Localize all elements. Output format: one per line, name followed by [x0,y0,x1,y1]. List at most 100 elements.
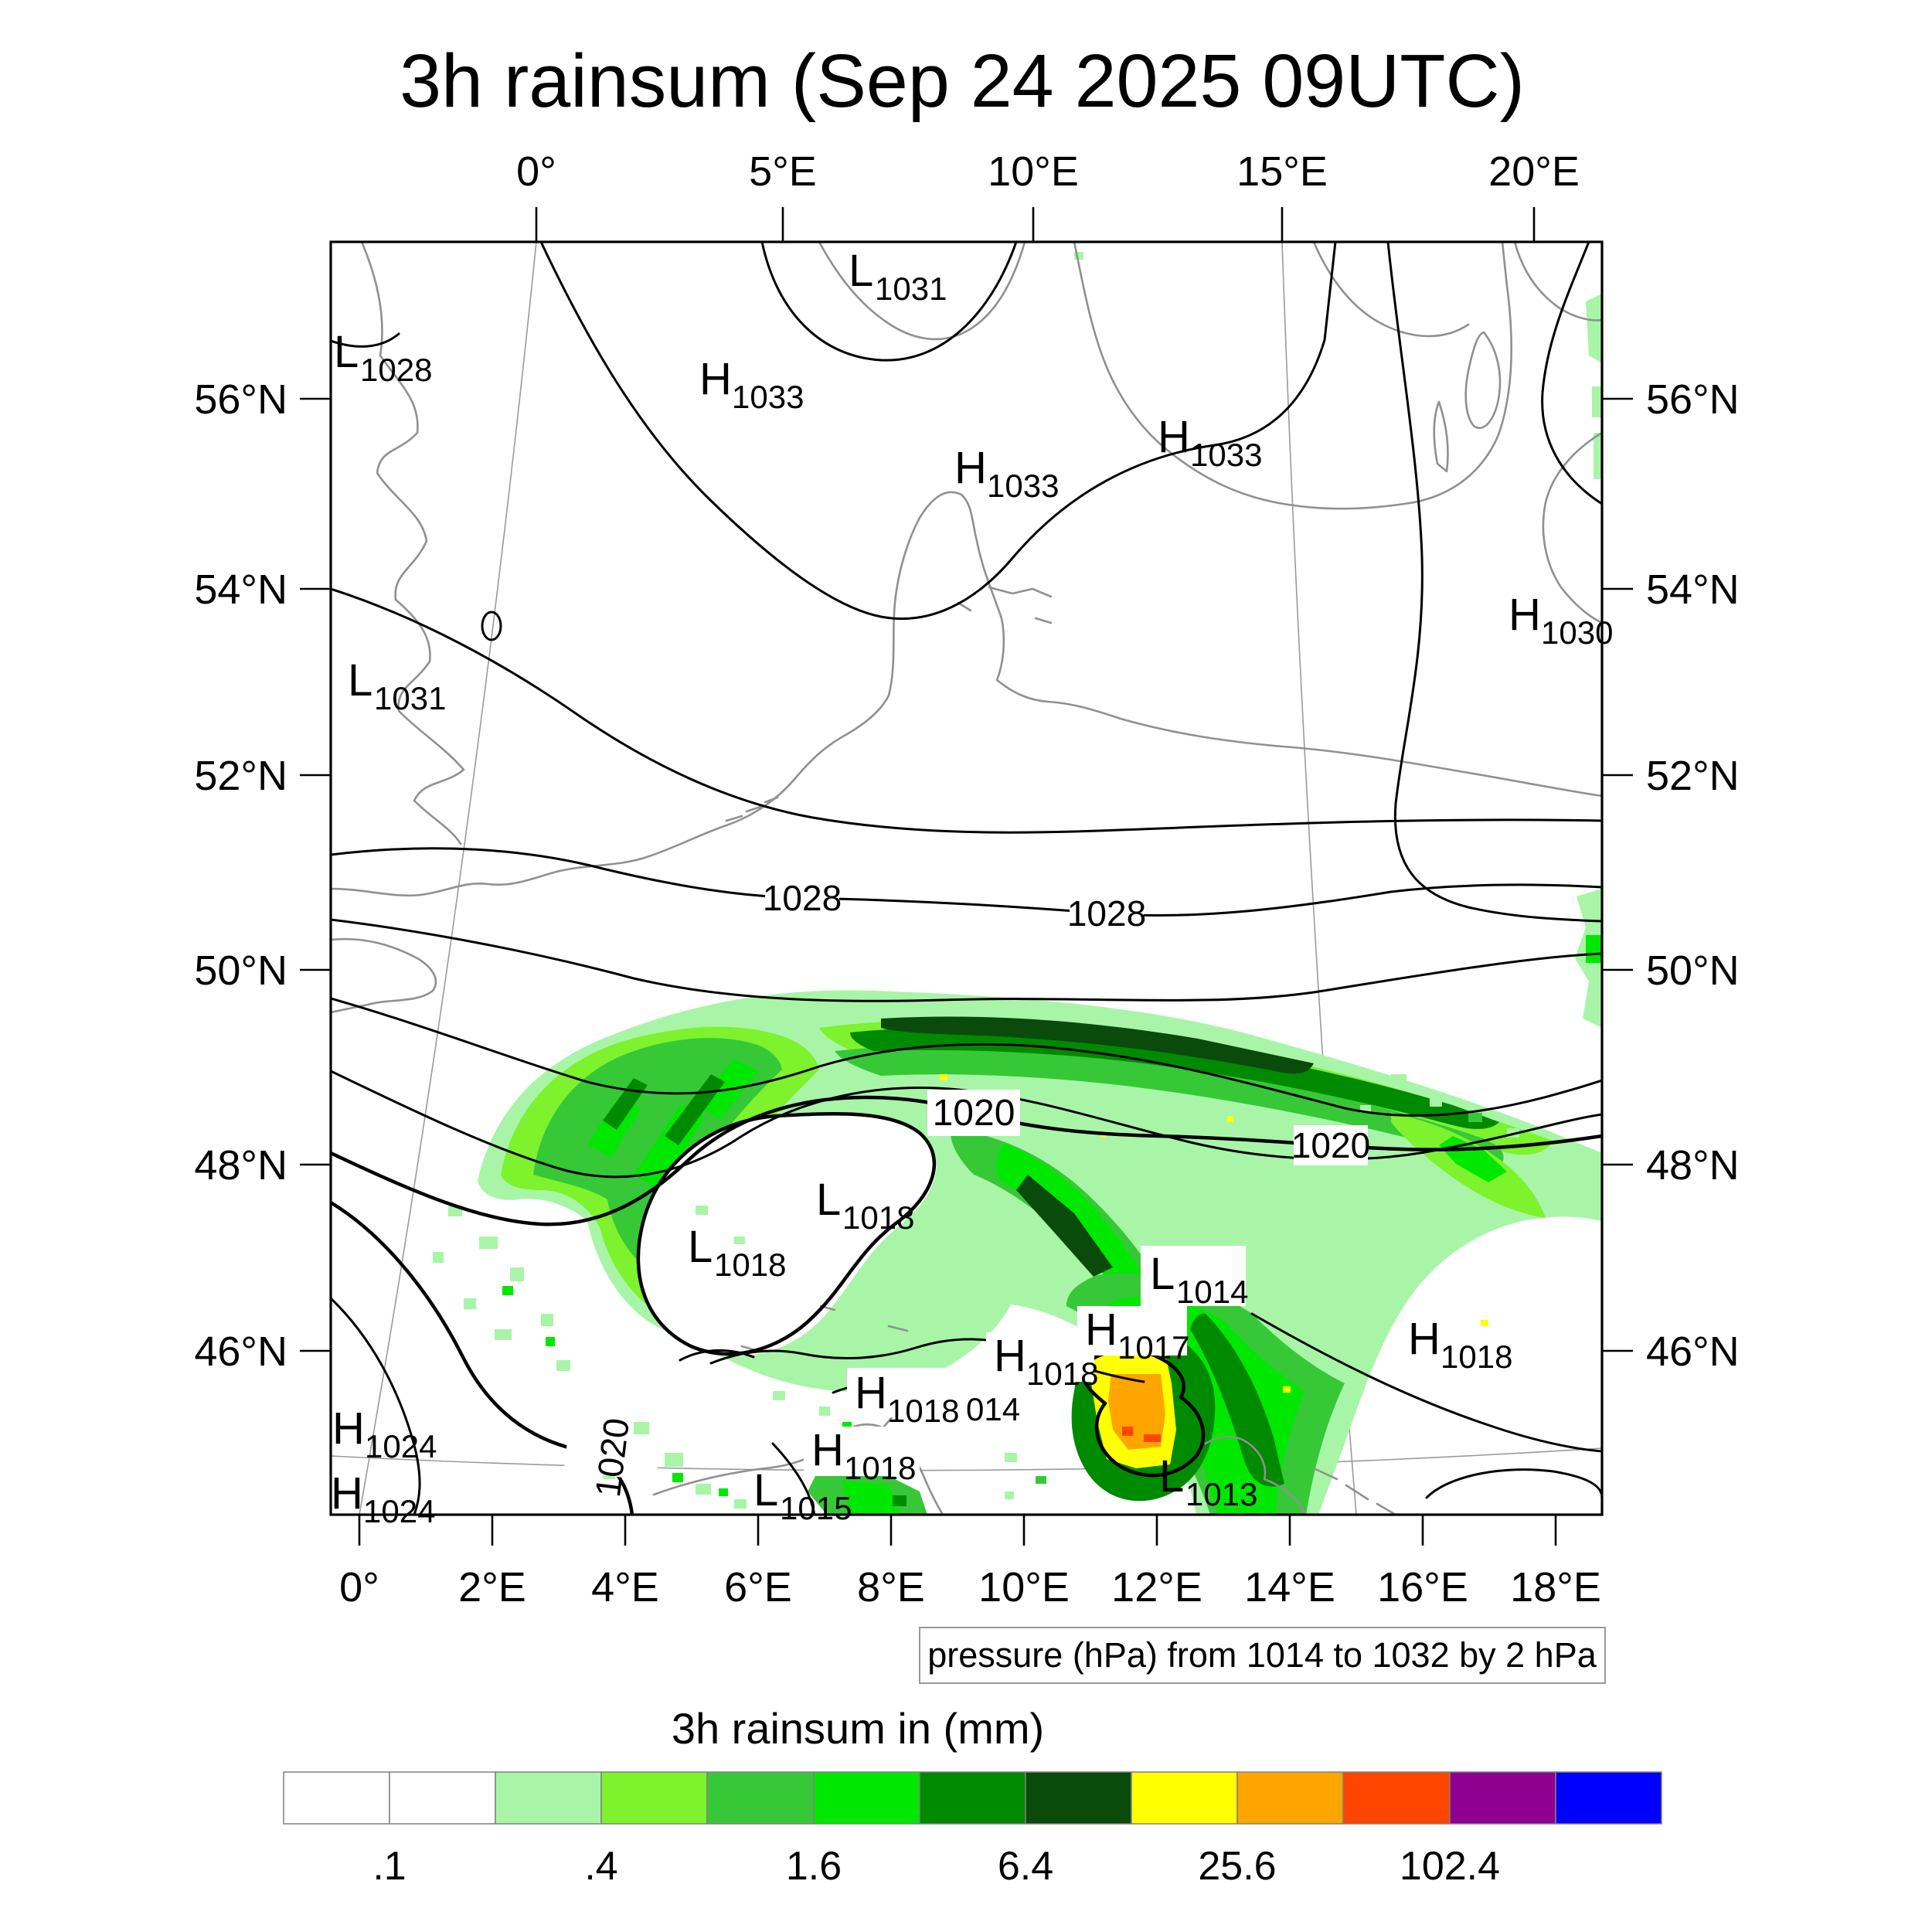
pressure-center-labels: L 1028 H 1033 L 1031 L 1031 H 1033 H 103… [331,246,1613,1529]
pressure-label-value: 1015 [780,1490,852,1526]
pressure-label-letter: H [332,1403,365,1454]
pressure-label-value: 1033 [987,468,1059,504]
pressure-label-letter: L [849,246,873,296]
pressure-label-letter: H [954,443,987,493]
top-axis-label: 20°E [1488,148,1580,195]
right-axis-label: 52°N [1646,753,1740,799]
colorbar-cell [706,1771,815,1825]
label-boxes [563,878,1368,1482]
left-axis-label: 52°N [194,753,287,799]
pressure-label-value: 1018 [1440,1338,1512,1375]
colorbar-cell [495,1771,602,1825]
pressure-label-value: 1018 [1026,1355,1098,1392]
pressure-label-value: 1017 [1117,1329,1189,1366]
pressure-label-letter: H [331,1468,363,1519]
pressure-label-letter: H [1408,1314,1440,1364]
bottom-axis-label: 8°E [857,1564,925,1611]
coastlines [331,242,1602,1515]
colorbar-title: 3h rainsum in (mm) [672,1704,1044,1753]
pressure-label-value: 1028 [360,352,432,388]
contour-label-1028: 1028 [763,878,842,918]
colorbar-tick-label: .1 [372,1844,406,1889]
pressure-label-letter: L [753,1465,778,1515]
right-axis-label: 56°N [1646,376,1740,423]
bottom-axis-label: 2°E [458,1564,526,1611]
colorbar-tick-label: 6.4 [998,1844,1053,1889]
pressure-label-letter: L [688,1222,713,1272]
contour-label-1020-rotated: 1020 [587,1416,637,1499]
pressure-label-letter: L [348,655,372,706]
pressure-label-value: 1031 [875,270,947,307]
colorbar-cell [600,1771,708,1825]
colorbar-cell [1025,1771,1132,1825]
colorbar-cell [919,1771,1026,1825]
colorbar-cell [283,1771,390,1825]
pressure-label-letter: H [855,1368,887,1418]
pressure-legend-text: pressure (hPa) from 1014 to 1032 by 2 hP… [927,1635,1597,1675]
top-axis-label: 0° [516,148,556,195]
contour-label-1020: 1020 [1291,1125,1370,1165]
pressure-label-letter: H [699,354,732,404]
left-axis-label: 48°N [194,1142,287,1189]
colorbar-cell [1131,1771,1238,1825]
colorbar-cell [1342,1771,1451,1825]
right-axis-label: 54°N [1646,566,1740,613]
left-axis-label: 56°N [194,376,287,423]
colorbar-tick-label: 25.6 [1198,1844,1276,1889]
pressure-label-letter: H [1158,412,1190,462]
right-axis-label: 50°N [1646,947,1740,994]
pressure-label-value: 1024 [363,1493,435,1529]
top-axis-label: 5°E [749,148,817,195]
pressure-label-letter: H [811,1425,844,1475]
pressure-legend: pressure (hPa) from 1014 to 1032 by 2 hP… [919,1627,1606,1684]
axis-labels: 0° 5°E 10°E 15°E 20°E 0° 2°E 4°E 6°E 8°E… [194,148,1739,1611]
bottom-axis-label: 10°E [978,1564,1070,1611]
pressure-label-value: 1018 [844,1450,916,1486]
contour-label-1020-boxed: 1020 [933,1093,1015,1134]
pressure-label-letter: L [1159,1451,1184,1502]
axis-ticks [300,207,1633,1546]
colorbar-cell [1555,1771,1662,1825]
left-axis-label: 54°N [194,566,287,613]
pressure-label-letter: H [1509,590,1541,640]
right-axis-label: 48°N [1646,1142,1740,1189]
rainsum-colorbar: 3h rainsum in (mm) .1 .4 1.6 6.4 25.6 10… [283,1704,1662,1889]
top-axis-label: 10°E [988,148,1079,195]
pressure-label-value: 1014 [1176,1274,1248,1310]
map-frame [329,240,1604,1516]
colorbar-tick-label: .4 [584,1844,617,1889]
left-axis-label: 46°N [194,1328,287,1375]
pressure-label-value: 1018 [887,1393,959,1429]
contour-label-1028: 1028 [1067,893,1146,934]
bottom-axis-label: 4°E [591,1564,659,1611]
colorbar-cell [813,1771,920,1825]
contour-value-labels: 1028 1028 1020 1020 1020 [587,878,1370,1499]
pressure-label-value: 1018 [842,1199,914,1236]
colorbar-cell [1449,1771,1556,1825]
pressure-label-fragment: 014 [966,1391,1020,1427]
bottom-axis-label: 12°E [1111,1564,1202,1611]
left-axis-label: 50°N [194,947,287,994]
right-axis-label: 46°N [1646,1328,1740,1375]
bottom-axis-label: 18°E [1510,1564,1601,1611]
colorbar-tick-label: 1.6 [786,1844,842,1889]
pressure-label-letter: L [816,1175,841,1225]
pressure-label-value: 1031 [374,680,446,716]
rainfall-shading [433,252,1602,1515]
pressure-label-value: 1018 [714,1247,786,1283]
pressure-label-letter: H [994,1331,1026,1381]
pressure-label-letter: L [1150,1249,1175,1299]
pressure-label-letter: H [1085,1304,1117,1355]
colorbar-cell [1236,1771,1344,1825]
colorbar-labels: .1 .4 1.6 6.4 25.6 102.4 [372,1844,1500,1889]
pressure-label-value: 1033 [1190,437,1262,473]
pressure-label-value: 1024 [365,1428,437,1464]
bottom-axis-label: 0° [339,1564,379,1611]
colorbar-tick-label: 102.4 [1400,1844,1500,1889]
colorbar-cell [389,1771,496,1825]
pressure-label-letter: L [334,327,359,377]
page-title: 3h rainsum (Sep 24 2025 09UTC) [400,39,1525,123]
bottom-axis-label: 14°E [1244,1564,1335,1611]
